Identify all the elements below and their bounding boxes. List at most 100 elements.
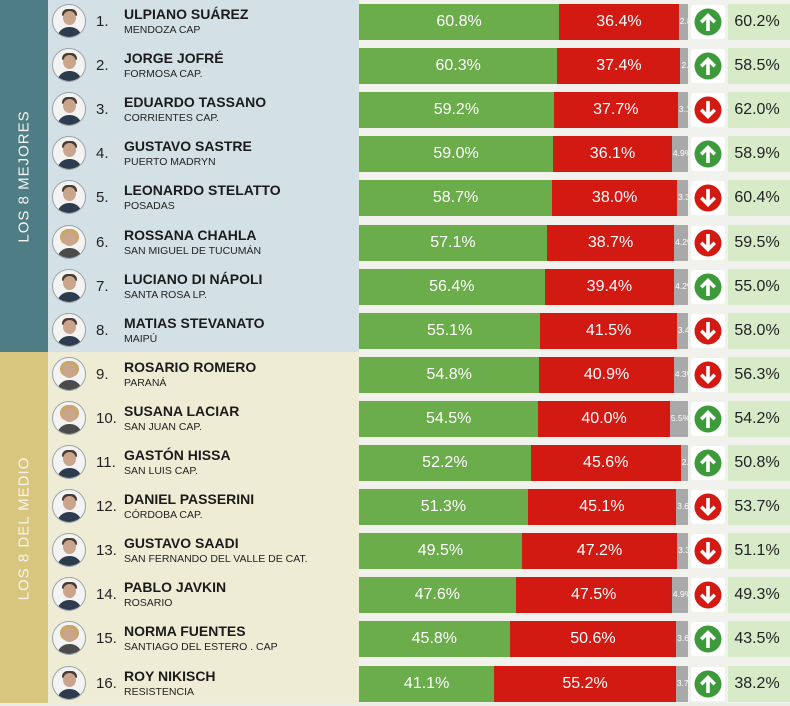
avatar (52, 269, 86, 303)
bar-positive-label: 47.6% (414, 586, 460, 603)
arrow-down-icon (691, 578, 725, 612)
bar-negative: 40.9% (539, 357, 674, 393)
arrow-up-icon (691, 137, 725, 171)
avatar-body (57, 424, 82, 434)
previous-value-box: 56.3% (728, 357, 790, 393)
bar-positive: 54.8% (359, 357, 540, 393)
bar-negative: 40.0% (538, 401, 670, 437)
previous-value-box: 62.0% (728, 92, 790, 128)
bar-negative-label: 55.2% (562, 675, 608, 692)
bar-positive: 60.3% (359, 48, 558, 84)
group-band-top: LOS 8 MEJORES (0, 0, 48, 352)
bar-negative-label: 38.7% (587, 234, 634, 251)
table-row: 15. NORMA FUENTES SANTIAGO DEL ESTERO . CA… (0, 617, 790, 661)
stacked-bar: 59.0% 36.1% 4.9% (359, 136, 688, 172)
avatar (52, 489, 86, 523)
bar-negative-label: 36.1% (589, 145, 636, 162)
bar-nsnc: 3.7% (675, 666, 688, 702)
rank-number: 9. (96, 366, 109, 383)
bar-nsnc: 4.2% (674, 269, 688, 305)
previous-value: 60.4% (734, 189, 780, 206)
mayor-name: PABLO JAVKIN (124, 579, 227, 595)
stacked-bar: 60.3% 37.4% 2.3% (359, 48, 688, 84)
bar-negative: 47.2% (521, 533, 678, 569)
table-row: 7. LUCIANO DI NÁPOLI SANTA ROSA LP. 56.4% 39… (0, 265, 790, 309)
rank-number: 15. (96, 630, 117, 647)
table-row: 14. PABLO JAVKIN ROSARIO 47.6% 47.5% 4.9% 49.3… (0, 573, 790, 617)
avatar-head (63, 540, 76, 554)
bar-positive-label: 55.1% (426, 322, 473, 339)
bar-negative-label: 41.5% (585, 322, 632, 339)
avatar-head (63, 628, 76, 642)
bar-nsnc-label: 3.1% (678, 104, 688, 114)
bar-nsnc-label: 4.2% (675, 281, 688, 291)
avatar-head (63, 673, 76, 687)
mayor-name: ROSSANA CHAHLA (124, 227, 257, 243)
mayor-name: ROSARIO ROMERO (124, 359, 257, 375)
previous-value-box: 60.2% (728, 4, 790, 40)
table-row: 13. GUSTAVO SAADI SAN FERNANDO DEL VALLE D… (0, 529, 790, 573)
avatar (52, 401, 86, 435)
avatar-head (63, 320, 76, 334)
previous-value: 60.2% (734, 13, 780, 30)
previous-value-box: 54.2% (728, 401, 790, 437)
bar-positive-label: 54.5% (425, 410, 472, 427)
bar-nsnc-label: 4.2% (675, 237, 688, 247)
avatar (52, 225, 86, 259)
avatar-head (63, 187, 76, 201)
bar-positive: 51.3% (359, 489, 528, 525)
stacked-bar: 59.2% 37.7% 3.1% (359, 92, 688, 128)
rank-number: 10. (96, 410, 117, 427)
bar-positive: 55.1% (359, 313, 541, 349)
previous-value-box: 43.5% (728, 621, 790, 657)
avatar-head (63, 452, 76, 466)
avatar-head (63, 364, 76, 378)
bar-positive: 59.0% (359, 136, 554, 172)
mayor-name: SUSANA LACIAR (124, 403, 240, 419)
avatar-body (57, 71, 82, 81)
table-row: 12. DANIEL PASSERINI CÓRDOBA CAP. 51.3% 45.1… (0, 485, 790, 529)
avatar-body (57, 336, 82, 346)
previous-value: 58.5% (734, 57, 780, 74)
city-name: SANTA ROSA LP. (124, 289, 208, 301)
previous-value: 58.9% (734, 145, 780, 162)
arrow-up-icon (691, 446, 725, 480)
avatar (52, 4, 86, 38)
previous-value: 51.1% (734, 542, 780, 559)
stacked-bar: 54.8% 40.9% 4.3% (359, 357, 688, 393)
previous-value-box: 55.0% (728, 269, 790, 305)
arrow-down-icon (691, 314, 725, 348)
bar-positive: 56.4% (359, 269, 545, 305)
bar-nsnc: 3.6% (676, 621, 688, 657)
previous-value: 62.0% (734, 101, 780, 118)
city-name: SAN MIGUEL DE TUCUMÁN (124, 245, 262, 257)
bar-negative: 39.4% (544, 269, 675, 305)
rank-number: 7. (96, 278, 109, 295)
bar-positive: 45.8% (359, 621, 510, 657)
stacked-bar: 56.4% 39.4% 4.2% (359, 269, 688, 305)
rank-number: 1. (96, 13, 109, 30)
avatar (52, 313, 86, 347)
city-name: SAN FERNANDO DEL VALLE DE CAT. (124, 553, 308, 565)
mayor-name: NORMA FUENTES (124, 623, 246, 639)
bar-nsnc: 4.9% (671, 577, 688, 613)
bar-negative-label: 37.7% (593, 101, 639, 118)
previous-value-box: 50.8% (728, 445, 790, 481)
avatar-head (63, 584, 76, 598)
bar-negative: 41.5% (540, 313, 677, 349)
arrow-up-icon (691, 49, 725, 83)
bar-positive-label: 58.7% (432, 189, 479, 206)
bar-nsnc: 4.9% (671, 136, 688, 172)
rank-number: 13. (96, 542, 117, 559)
previous-value-box: 58.5% (728, 48, 790, 84)
bar-nsnc: 2.2% (680, 445, 688, 481)
bar-positive-label: 49.5% (417, 542, 464, 559)
stacked-bar: 49.5% 47.2% 3.3% (359, 533, 688, 569)
mayor-name: DANIEL PASSERINI (124, 491, 255, 507)
arrow-up-icon (691, 270, 725, 304)
bar-positive-label: 51.3% (420, 498, 467, 515)
bar-negative: 37.4% (557, 48, 681, 84)
avatar-body (57, 512, 82, 522)
bar-nsnc: 3.6% (676, 489, 688, 525)
mayor-name: GUSTAVO SASTRE (124, 138, 252, 154)
